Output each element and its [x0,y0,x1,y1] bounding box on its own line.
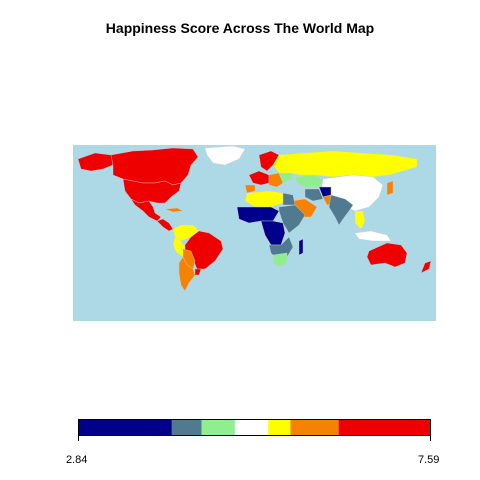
legend-bin-2 [171,419,202,436]
region-alaska [77,152,114,172]
region-east-africa [278,204,306,234]
region-japan [386,180,394,196]
region-iberia [244,184,256,194]
region-greenland [204,145,246,166]
region-australia [366,242,408,268]
region-madagascar [298,238,304,256]
region-new-zealand [420,260,432,274]
legend-bin-3 [201,419,235,436]
countries-layer [77,145,432,292]
map-title: Happiness Score Across The World Map [105,20,375,36]
region-cuba [164,207,184,213]
legend-bin-6 [290,419,339,436]
legend-bin-1 [78,419,172,436]
legend-bin-7 [338,419,431,436]
legend-min-label: 2.84 [66,454,88,466]
legend-max-label: 7.59 [418,454,440,466]
region-southeast-asia [354,210,366,230]
legend-bin-4 [234,419,269,436]
region-south-africa [272,252,288,268]
world-map [73,145,436,321]
region-russia [272,150,418,178]
region-indonesia [354,230,392,242]
region-argentina-chile [178,256,196,292]
region-eastern-europe [268,172,284,188]
legend-frame [78,419,431,436]
region-central-africa [260,220,286,246]
color-legend [78,419,431,441]
legend-bin-5 [268,419,291,436]
region-west-africa [236,206,280,224]
region-north-africa [244,190,284,208]
region-mexico [130,198,162,222]
region-india [328,194,354,226]
region-iran [304,188,324,202]
region-uruguay [194,268,202,276]
